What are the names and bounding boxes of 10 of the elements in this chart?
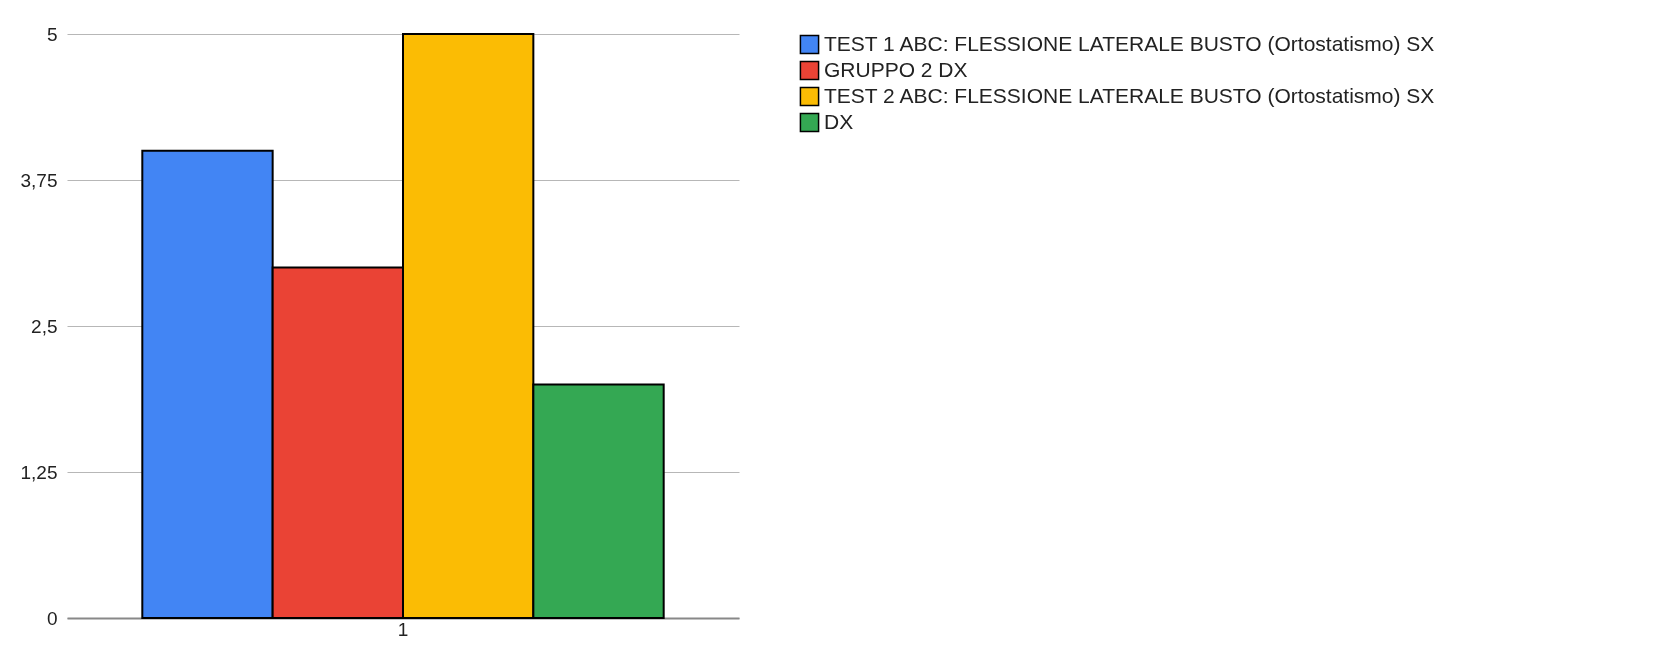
legend-label: TEST 2 ABC: FLESSIONE LATERALE BUSTO (Ortostatismo) SX bbox=[824, 83, 1435, 107]
legend-label: GRUPPO 2 DX bbox=[824, 57, 968, 81]
legend-label: DX bbox=[824, 109, 854, 133]
y-tick-label: 0 bbox=[46, 607, 58, 629]
legend-label: TEST 1 ABC: FLESSIONE LATERALE BUSTO (Ortostatismo) SX bbox=[824, 31, 1435, 55]
y-tick-label: 1,25 bbox=[20, 461, 58, 483]
y-tick-label: 2,5 bbox=[31, 315, 58, 337]
y-tick-label: 5 bbox=[46, 23, 58, 45]
x-tick-label: 1 bbox=[397, 618, 409, 640]
y-tick-label: 3,75 bbox=[20, 169, 58, 191]
